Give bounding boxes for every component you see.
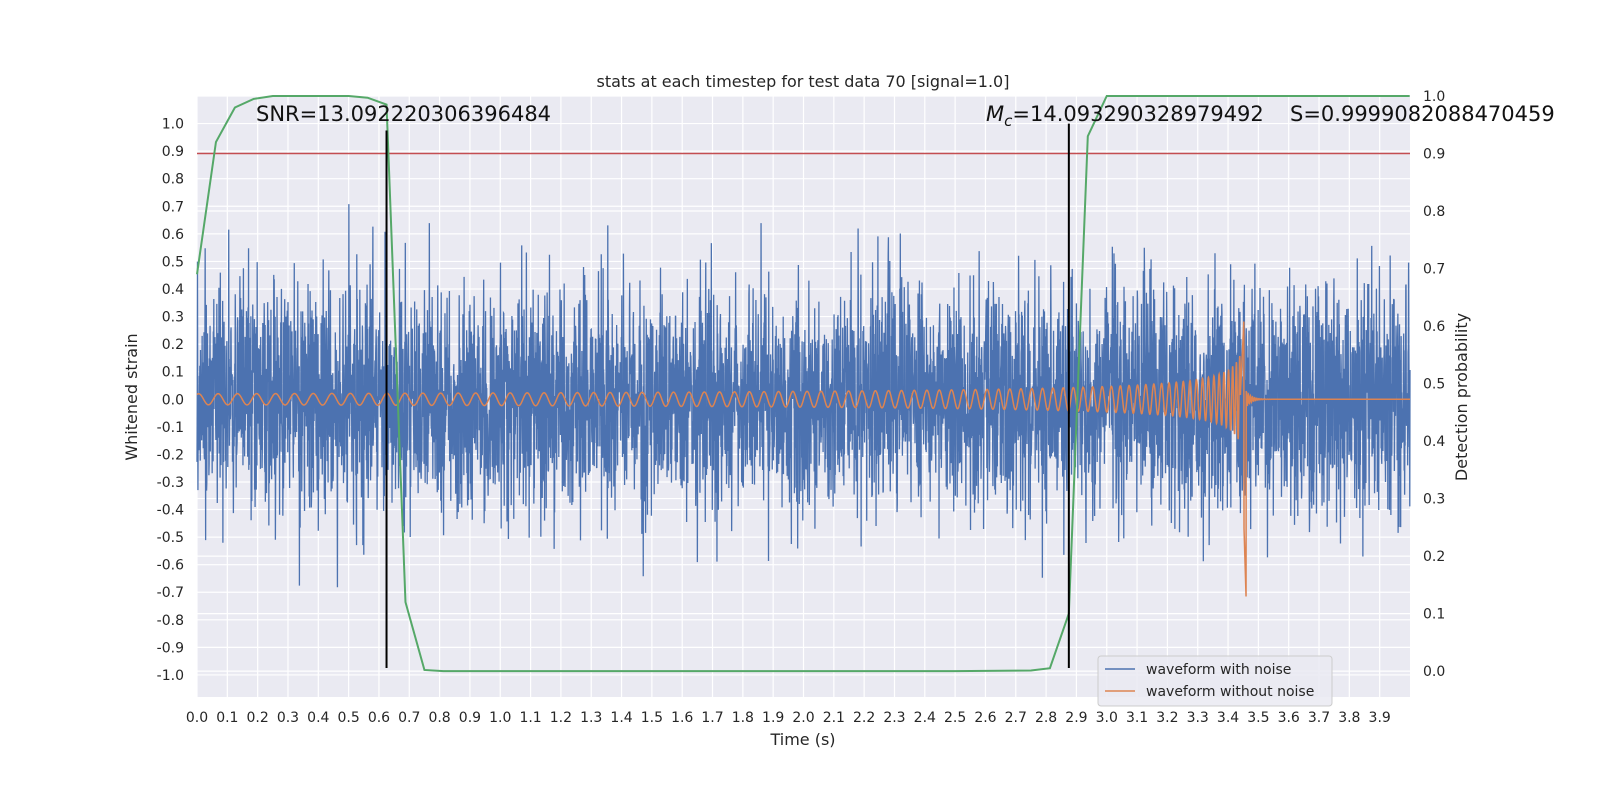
x-tick-label: 1.9 xyxy=(762,710,784,726)
right-tick-label: 0.2 xyxy=(1423,549,1445,565)
x-axis-label: Time (s) xyxy=(769,730,835,749)
chirp-mass-value: =14.093290328979492 xyxy=(1012,102,1263,126)
left-axis-label: Whitened strain xyxy=(122,333,141,460)
right-tick-label: 0.9 xyxy=(1423,147,1445,163)
left-tick-label: 0.4 xyxy=(162,282,184,298)
right-tick-label: 0.5 xyxy=(1423,377,1445,393)
x-tick-label: 0.3 xyxy=(277,710,299,726)
snr-annotation: SNR=13.092220306396484 xyxy=(256,102,551,126)
left-tick-label: -0.3 xyxy=(157,475,184,491)
x-tick-label: 1.1 xyxy=(519,710,541,726)
x-tick-label: 2.0 xyxy=(792,710,814,726)
left-tick-label: 0.2 xyxy=(162,337,184,353)
x-tick-label: 2.8 xyxy=(1035,710,1057,726)
x-tick-label: 3.9 xyxy=(1369,710,1391,726)
x-tick-label: 2.2 xyxy=(853,710,875,726)
right-axis-label: Detection probability xyxy=(1452,313,1471,481)
x-tick-label: 0.5 xyxy=(337,710,359,726)
x-tick-label: 0.0 xyxy=(186,710,208,726)
x-tick-label: 3.8 xyxy=(1338,710,1360,726)
x-tick-label: 0.9 xyxy=(459,710,481,726)
x-tick-label: 3.3 xyxy=(1187,710,1209,726)
left-tick-label: -0.1 xyxy=(157,420,184,436)
x-tick-label: 3.2 xyxy=(1156,710,1178,726)
x-tick-label: 1.6 xyxy=(671,710,693,726)
left-tick-label: -0.6 xyxy=(157,558,184,574)
x-tick-label: 3.5 xyxy=(1247,710,1269,726)
left-tick-label: 0.5 xyxy=(162,254,184,270)
right-tick-label: 0.3 xyxy=(1423,492,1445,508)
x-tick-label: 1.4 xyxy=(610,710,632,726)
left-tick-label: 0.8 xyxy=(162,172,184,188)
x-tick-label: 1.3 xyxy=(580,710,602,726)
left-tick-label: -0.8 xyxy=(157,613,184,629)
x-tick-label: 0.8 xyxy=(428,710,450,726)
right-tick-label: 0.0 xyxy=(1423,664,1445,680)
x-tick-label: 3.7 xyxy=(1308,710,1330,726)
right-tick-label: 0.8 xyxy=(1423,204,1445,220)
x-tick-label: 2.9 xyxy=(1065,710,1087,726)
left-tick-label: 1.0 xyxy=(162,117,184,133)
right-tick-label: 1.0 xyxy=(1423,89,1445,105)
x-tick-label: 1.7 xyxy=(701,710,723,726)
left-tick-label: -0.2 xyxy=(157,447,184,463)
left-tick-label: -0.4 xyxy=(157,503,184,519)
left-tick-label: 0.0 xyxy=(162,392,184,408)
x-tick-label: 3.0 xyxy=(1096,710,1118,726)
chirp-mass-annotation: Mc=14.093290328979492 xyxy=(986,102,1264,130)
left-tick-label: 0.9 xyxy=(162,144,184,160)
x-tick-label: 0.7 xyxy=(398,710,420,726)
x-tick-label: 1.8 xyxy=(732,710,754,726)
left-tick-label: -0.9 xyxy=(157,640,184,656)
x-tick-label: 0.4 xyxy=(307,710,329,726)
x-tick-label: 3.6 xyxy=(1278,710,1300,726)
x-tick-label: 1.2 xyxy=(550,710,572,726)
legend-label-noise: waveform with noise xyxy=(1146,662,1291,678)
right-tick-label: 0.6 xyxy=(1423,319,1445,335)
x-axis-ticks: 0.0 0.1 0.2 0.3 0.4 0.5 0.6 0.7 0.8 0.9 1.0 1.1 1.2 1… xyxy=(186,710,1391,726)
right-tick-label: 0.4 xyxy=(1423,434,1445,450)
legend-label-clean: waveform without noise xyxy=(1146,684,1314,700)
series-layer xyxy=(196,95,1411,673)
legend-box xyxy=(1097,655,1333,707)
left-tick-label: -0.7 xyxy=(157,585,184,601)
x-tick-label: 2.4 xyxy=(914,710,936,726)
left-tick-label: -1.0 xyxy=(157,668,184,684)
x-tick-label: 1.5 xyxy=(641,710,663,726)
left-tick-label: 0.6 xyxy=(162,227,184,243)
x-tick-label: 0.6 xyxy=(368,710,390,726)
left-tick-label: 0.1 xyxy=(162,365,184,381)
series-noisy-waveform xyxy=(196,204,1411,588)
left-tick-label: -0.5 xyxy=(157,530,184,546)
x-tick-label: 1.0 xyxy=(489,710,511,726)
x-tick-label: 0.2 xyxy=(247,710,269,726)
score-annotation: S=0.9999082088470459 xyxy=(1290,102,1555,126)
x-tick-label: 2.7 xyxy=(1005,710,1027,726)
left-tick-label: 0.3 xyxy=(162,310,184,326)
right-tick-label: 0.1 xyxy=(1423,607,1445,623)
x-tick-label: 2.5 xyxy=(944,710,966,726)
legend: waveform with noise waveform without noi… xyxy=(1097,655,1333,707)
x-tick-label: 3.4 xyxy=(1217,710,1239,726)
left-tick-label: 0.7 xyxy=(162,199,184,215)
x-tick-label: 2.1 xyxy=(823,710,845,726)
x-tick-label: 0.1 xyxy=(216,710,238,726)
x-tick-label: 2.3 xyxy=(883,710,905,726)
left-axis-ticks: 1.0 0.9 0.8 0.7 0.6 0.5 0.4 0.3 0.2 0.1 0.0 -0.1 -0.… xyxy=(157,117,184,684)
chirp-mass-subscript: c xyxy=(1004,112,1013,130)
right-tick-label: 0.7 xyxy=(1423,262,1445,278)
series-clean-waveform xyxy=(196,321,1410,597)
x-tick-label: 3.1 xyxy=(1126,710,1148,726)
right-axis-ticks: 1.0 0.9 0.8 0.7 0.6 0.5 0.4 0.3 0.2 0.1 0.0 xyxy=(1423,89,1445,680)
chart-title: stats at each timestep for test data 70 … xyxy=(597,72,1010,91)
chirp-mass-symbol: M xyxy=(986,102,1004,126)
x-tick-label: 2.6 xyxy=(974,710,996,726)
